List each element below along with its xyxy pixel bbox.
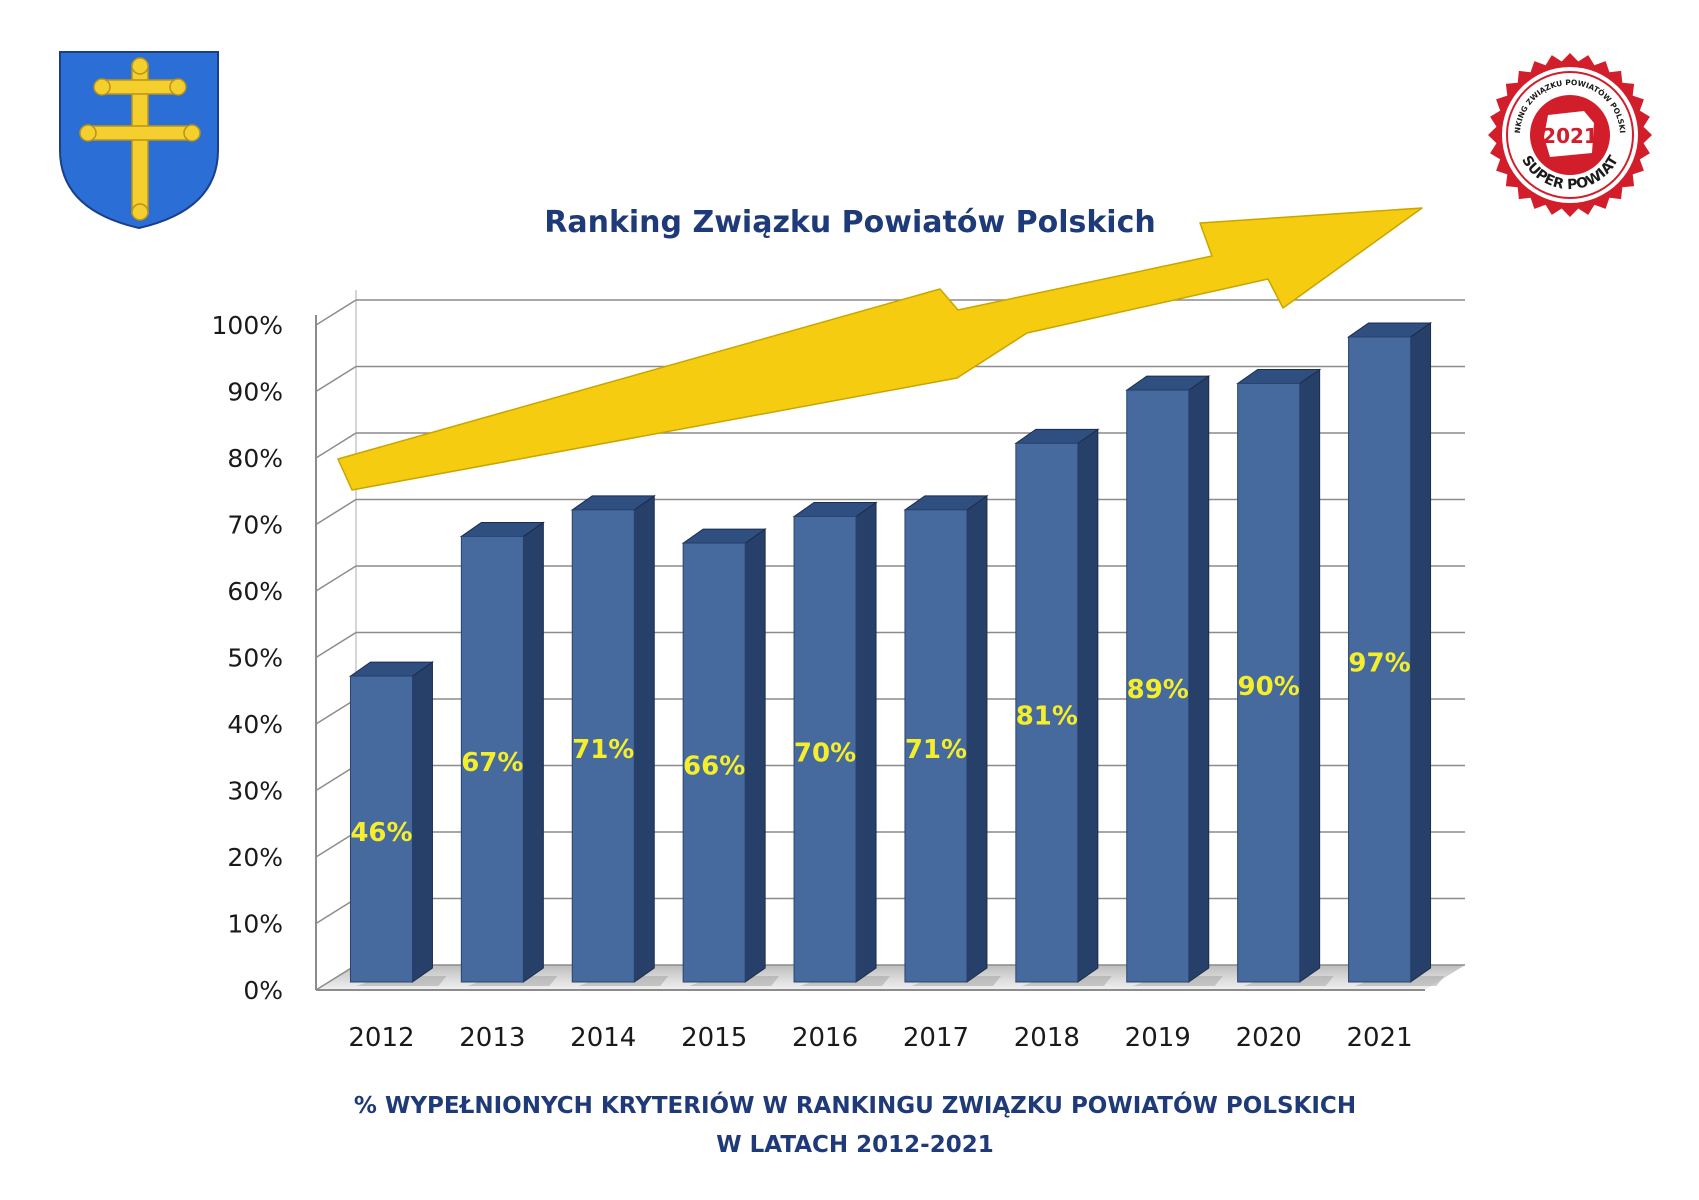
y-tick-label: 60% xyxy=(227,577,283,606)
bar-side xyxy=(633,494,655,983)
bar-front xyxy=(904,509,968,983)
data-label: 71% xyxy=(905,735,967,765)
bar-2015: 66% xyxy=(681,528,780,986)
x-tick-label: 2019 xyxy=(1125,1023,1191,1053)
gridline-side xyxy=(315,698,357,725)
bar-front xyxy=(1237,383,1301,983)
bar-front xyxy=(793,516,857,983)
x-axis-ticks: 2012 2013 2014 2015 2016 2017 2018 2019 2020 2021 xyxy=(348,1023,1412,1053)
y-tick-label: 80% xyxy=(227,444,283,473)
bar-side xyxy=(1299,368,1321,983)
x-tick-label: 2013 xyxy=(459,1023,525,1053)
gridline-side xyxy=(315,565,357,592)
bar-side xyxy=(1077,428,1099,983)
data-label: 97% xyxy=(1348,648,1410,678)
bar-2013: 67% xyxy=(459,521,558,986)
data-label: 81% xyxy=(1016,702,1078,732)
data-label: 66% xyxy=(683,752,745,782)
gridline-side xyxy=(315,498,357,526)
bar-2012: 46% xyxy=(348,661,447,986)
y-tick-label: 70% xyxy=(227,511,283,540)
data-label: 90% xyxy=(1238,672,1300,702)
bar-2018: 81% xyxy=(1014,428,1112,986)
bar-2019: 89% xyxy=(1125,375,1223,986)
bar-front xyxy=(571,509,635,983)
x-tick-label: 2021 xyxy=(1346,1023,1412,1053)
y-tick-label: 20% xyxy=(227,843,283,872)
bar-2020: 90% xyxy=(1236,368,1334,986)
y-tick-label: 40% xyxy=(227,710,283,739)
x-tick-label: 2012 xyxy=(348,1023,414,1053)
bar-side xyxy=(1410,321,1432,983)
bar-side xyxy=(966,494,988,983)
gridline-side xyxy=(315,831,357,858)
bar-side xyxy=(1188,375,1210,983)
y-tick-label: 30% xyxy=(227,777,283,806)
data-label: 89% xyxy=(1127,675,1189,705)
bar-front xyxy=(1126,389,1190,983)
bar-front xyxy=(460,535,524,983)
bar-2016: 70% xyxy=(792,501,891,986)
y-axis-ticks: 0% 10% 20% 30% 40% 50% 60% 70% 80% 90% 100% xyxy=(212,311,283,1005)
y-tick-label: 50% xyxy=(227,644,283,673)
data-label: 67% xyxy=(461,748,523,778)
coat-of-arms-shield-icon xyxy=(59,51,219,230)
x-tick-label: 2014 xyxy=(570,1023,636,1053)
bar-side xyxy=(522,521,544,983)
bar-front xyxy=(1348,336,1412,983)
x-tick-label: 2015 xyxy=(681,1023,747,1053)
data-label: 70% xyxy=(794,738,856,768)
x-tick-label: 2017 xyxy=(903,1023,969,1053)
gridline-side xyxy=(315,897,357,925)
data-label: 71% xyxy=(572,735,634,765)
bar-side xyxy=(411,661,433,983)
y-tick-label: 90% xyxy=(227,378,283,407)
y-tick-label: 100% xyxy=(212,311,283,340)
badge-year: 2021 xyxy=(1542,124,1598,148)
bar-2014: 71% xyxy=(570,494,669,986)
data-label: 46% xyxy=(350,818,412,848)
gridline-side xyxy=(315,631,357,659)
bar-2017: 71% xyxy=(903,494,1001,986)
bar-front xyxy=(682,542,746,983)
chart-title: Ranking Związku Powiatów Polskich xyxy=(544,205,1155,240)
bars: 46% 67% 71% 66% 70% 71% 81% 89% 90% 97% xyxy=(348,321,1445,986)
bar-front xyxy=(349,675,413,983)
gridline-side xyxy=(315,964,357,991)
super-powiat-badge: 2021 RANKING ZWIĄZKU POWIATÓW POLSKICH S… xyxy=(1488,53,1652,217)
gridline-side xyxy=(315,432,357,459)
x-tick-label: 2020 xyxy=(1236,1023,1302,1053)
y-tick-label: 10% xyxy=(227,910,283,939)
gridline-side xyxy=(315,299,357,326)
bar-2021: 97% xyxy=(1346,321,1445,986)
x-tick-label: 2016 xyxy=(792,1023,858,1053)
caption-line-2: W LATACH 2012-2021 xyxy=(716,1132,993,1158)
gridline-side xyxy=(315,764,357,792)
trend-arrow xyxy=(337,207,1423,491)
bar-front xyxy=(1015,442,1079,983)
bar-side xyxy=(855,501,877,983)
gridline-side xyxy=(315,365,357,393)
y-tick-label: 0% xyxy=(243,976,283,1005)
x-tick-label: 2018 xyxy=(1014,1023,1080,1053)
bar-side xyxy=(744,528,766,983)
caption-line-1: % WYPEŁNIONYCH KRYTERIÓW W RANKINGU ZWIĄ… xyxy=(354,1091,1356,1119)
